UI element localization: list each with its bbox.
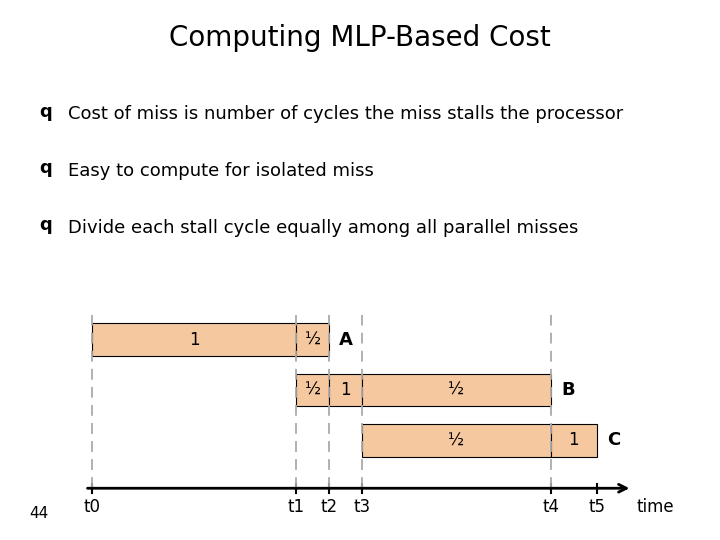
Bar xyxy=(92,323,296,356)
Text: C: C xyxy=(607,431,620,449)
Bar xyxy=(296,374,329,406)
Text: t0: t0 xyxy=(84,498,101,516)
Text: ½: ½ xyxy=(305,330,320,349)
Text: t5: t5 xyxy=(588,498,605,516)
Text: ½: ½ xyxy=(305,381,320,399)
Text: A: A xyxy=(339,330,354,349)
Text: Divide each stall cycle equally among all parallel misses: Divide each stall cycle equally among al… xyxy=(68,219,579,237)
Text: q: q xyxy=(40,103,53,120)
Text: ½: ½ xyxy=(449,431,464,449)
Text: q: q xyxy=(40,216,53,234)
Text: t4: t4 xyxy=(542,498,559,516)
Text: q: q xyxy=(40,159,53,177)
Text: 1: 1 xyxy=(568,431,579,449)
Text: Computing MLP-Based Cost: Computing MLP-Based Cost xyxy=(169,24,551,52)
Text: Easy to compute for isolated miss: Easy to compute for isolated miss xyxy=(68,162,374,180)
Text: 1: 1 xyxy=(341,381,351,399)
Bar xyxy=(296,323,329,356)
Text: B: B xyxy=(561,381,575,399)
Text: t3: t3 xyxy=(354,498,371,516)
Bar xyxy=(551,424,597,457)
Text: Cost of miss is number of cycles the miss stalls the processor: Cost of miss is number of cycles the mis… xyxy=(68,105,624,123)
Text: t2: t2 xyxy=(320,498,338,516)
Text: 44: 44 xyxy=(29,506,48,521)
Bar xyxy=(362,374,551,406)
Text: time: time xyxy=(636,498,674,516)
Text: ½: ½ xyxy=(449,381,464,399)
Bar xyxy=(329,374,362,406)
Bar xyxy=(362,424,551,457)
Text: 1: 1 xyxy=(189,330,199,349)
Text: t1: t1 xyxy=(287,498,305,516)
